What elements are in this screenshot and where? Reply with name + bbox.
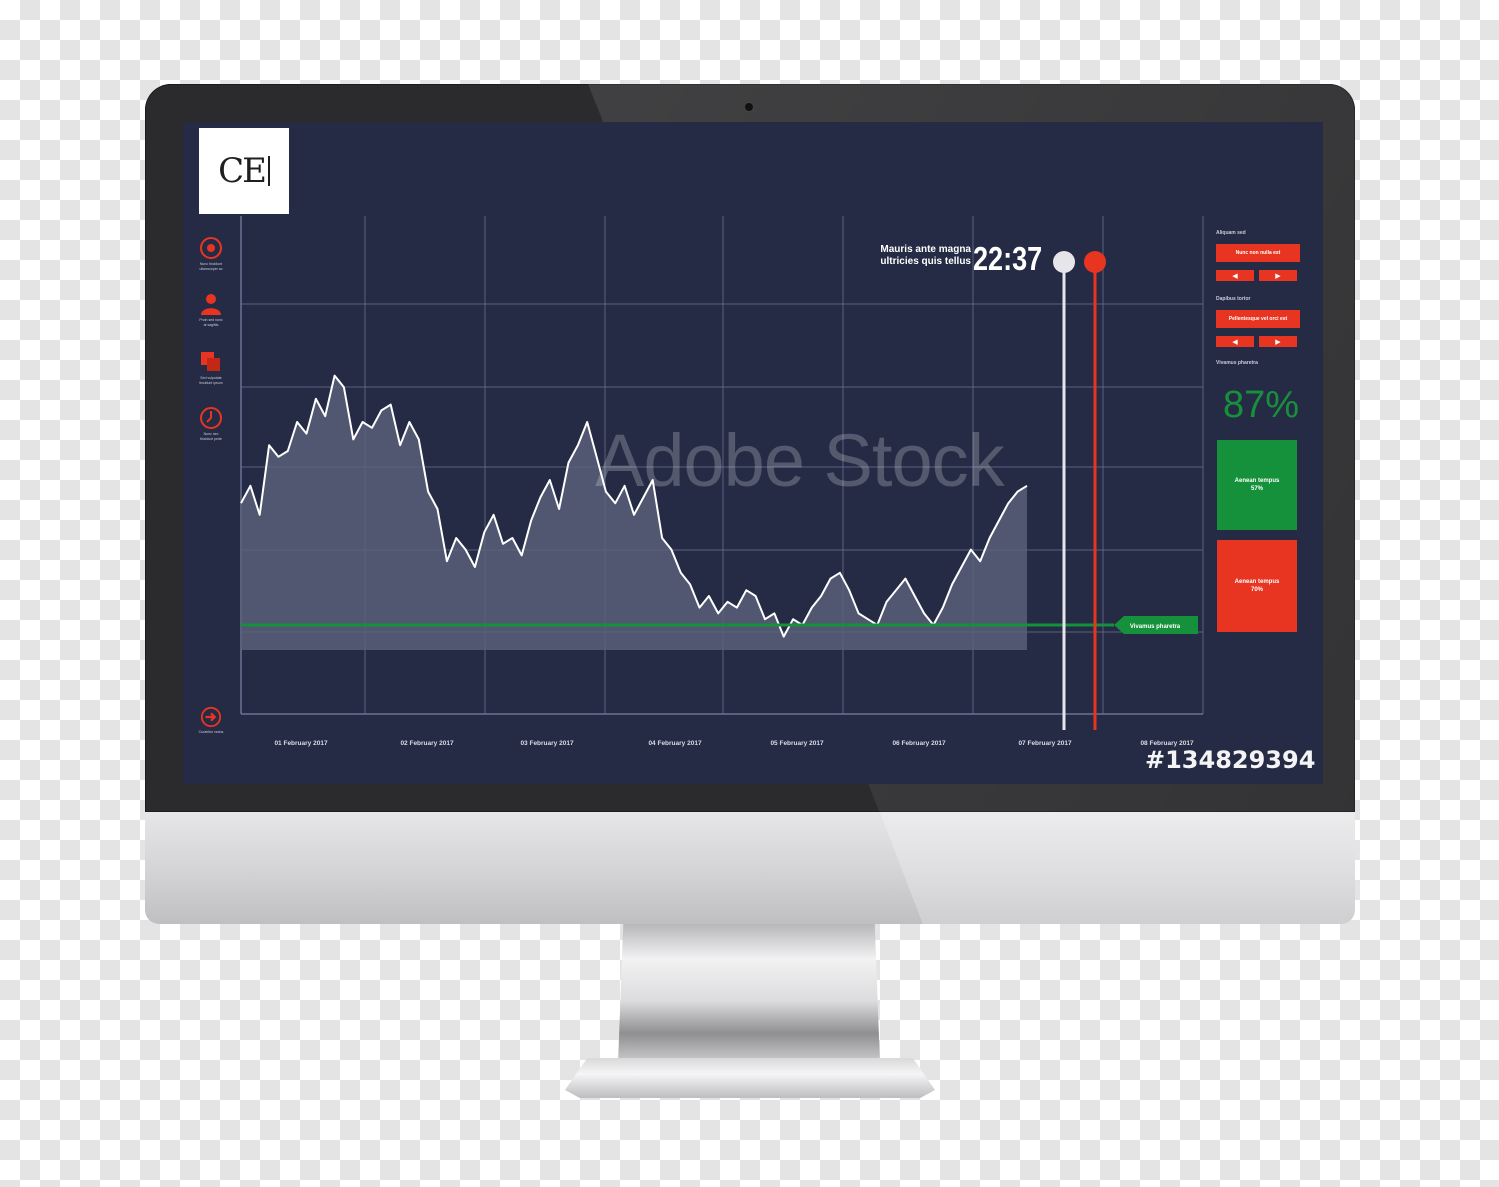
x-tick-label: 07 February 2017 (1018, 740, 1072, 747)
panel-button-1[interactable]: Nunc non nulla est (1216, 244, 1300, 262)
panel-prev-button-1[interactable]: ◀ (1216, 270, 1254, 281)
x-tick-label: 02 February 2017 (400, 740, 454, 747)
clock-time: 22:37 (973, 240, 1043, 277)
expiry-time-knob (1084, 251, 1106, 273)
x-tick-label: 05 February 2017 (770, 740, 824, 747)
current-time-knob (1053, 251, 1075, 273)
panel-prev-button-2[interactable]: ◀ (1216, 336, 1254, 347)
monitor-stand-base (565, 1058, 935, 1098)
baseline-tag: Vivamus pharetra (1130, 624, 1181, 630)
arrow-right-icon: ▶ (1275, 272, 1281, 280)
target-icon (200, 237, 222, 259)
camera-icon (745, 103, 753, 111)
logo-bar (267, 156, 270, 186)
layers-icon (201, 352, 220, 371)
x-tick-label: 08 February 2017 (1140, 740, 1194, 747)
logo-text: CE (218, 151, 267, 191)
arrow-left-icon: ◀ (1232, 272, 1238, 280)
arrow-left-icon: ◀ (1232, 338, 1238, 346)
monitor-stand (618, 924, 880, 1064)
panel-heading-2: Dapibus tortor (1216, 296, 1251, 302)
sidebar-tool-label: Sed vulputate tincidunt ipsum (199, 376, 223, 385)
time-markers (1053, 251, 1106, 730)
panel-next-button-1[interactable]: ▶ (1259, 270, 1297, 281)
call-button-title: Aenean tempus (1234, 478, 1280, 484)
brand-logo[interactable]: CE (199, 128, 289, 214)
x-tick-label: 04 February 2017 (648, 740, 702, 747)
clock-icon (200, 407, 222, 429)
put-button-title: Aenean tempus (1234, 579, 1280, 585)
x-tick-label: 03 February 2017 (520, 740, 574, 747)
stock-id: #134829394 (1145, 746, 1316, 774)
clock-caption-line1: Mauris ante magna (880, 244, 971, 255)
sidebar-tool-label: Nunc tincidunt ullamcorper ac (199, 262, 223, 271)
panel-next-button-2[interactable]: ▶ (1259, 336, 1297, 347)
sidebar-tool-label: Nunc nec tincidunt pede (200, 432, 222, 441)
baseline-tag-group: Vivamus pharetra (1114, 616, 1198, 634)
sidebar-tool-label: Proin sed nunc at sagittis (199, 318, 223, 327)
chart-area (241, 375, 1027, 650)
price-chart: 01 February 2017 02 February 2017 03 Febru… (240, 216, 1204, 747)
monitor-chin (145, 812, 1355, 924)
chart-line (240, 374, 1114, 638)
trading-screen: 01 February 2017 02 February 2017 03 Febru… (183, 122, 1323, 784)
clock-caption: Mauris ante magna ultricies quis tellus (871, 244, 971, 268)
sidebar-tool-clock[interactable]: Nunc nec tincidunt pede (193, 406, 229, 441)
call-button-value: 57% (1250, 486, 1263, 492)
sidebar-tool-user[interactable]: Proin sed nunc at sagittis (193, 292, 229, 327)
sidebar-tool-exit[interactable]: Curabitur varius (193, 706, 229, 735)
put-button-value: 70% (1250, 587, 1263, 593)
panel-heading-3: Vivamus pharetra (1216, 360, 1258, 366)
panel-heading-1: Aliquam sed (1216, 230, 1246, 236)
panel-button-2[interactable]: Pellentesque vel orci est (1216, 310, 1300, 328)
clock-caption-line2: ultricies quis tellus (880, 256, 971, 267)
put-button[interactable]: Aenean tempus 70% (1217, 540, 1297, 632)
price-line (240, 374, 1028, 638)
sidebar-tool-layers[interactable]: Sed vulputate tincidunt ipsum (193, 350, 229, 385)
x-axis-ticks: 01 February 2017 02 February 2017 03 Febru… (274, 740, 1194, 747)
arrow-right-icon: ▶ (1275, 338, 1281, 346)
user-icon (201, 294, 221, 315)
percent-readout: 87% (1223, 384, 1300, 426)
sidebar-tool-label: Curabitur varius (198, 730, 224, 734)
call-button[interactable]: Aenean tempus 57% (1217, 440, 1297, 530)
chin-glare (880, 812, 1355, 924)
arrow-right-circle-icon (200, 706, 222, 728)
sidebar-tool-target[interactable]: Nunc tincidunt ullamcorper ac (193, 236, 229, 271)
chart-area-fill (241, 375, 1027, 650)
x-tick-label: 06 February 2017 (892, 740, 946, 747)
x-tick-label: 01 February 2017 (274, 740, 328, 747)
